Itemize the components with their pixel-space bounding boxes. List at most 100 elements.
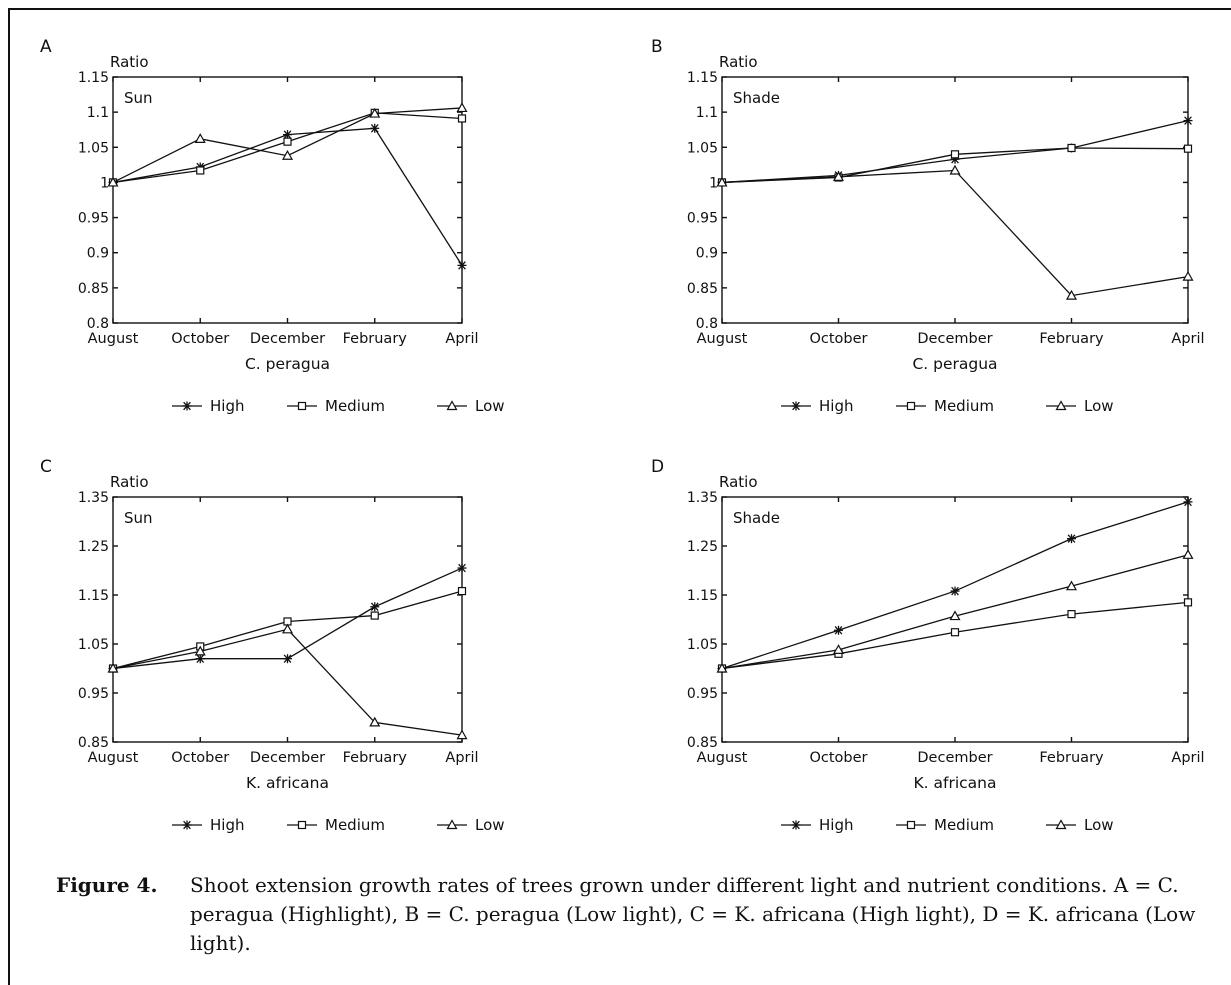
data-point-high xyxy=(370,123,380,133)
panel-letter: B xyxy=(651,37,663,57)
legend-label: High xyxy=(210,397,244,415)
legend-item-low: Low xyxy=(437,397,505,415)
condition-label: Sun xyxy=(124,89,153,107)
legend-label: Low xyxy=(475,816,505,834)
legend-label: Medium xyxy=(934,816,994,834)
data-point-low xyxy=(949,610,961,621)
data-point-low xyxy=(369,716,381,727)
plot-frame xyxy=(721,76,1189,324)
legend-item-medium: Medium xyxy=(287,397,385,415)
data-point-medium xyxy=(457,586,467,596)
data-point-high xyxy=(195,654,205,664)
legend-marker xyxy=(906,820,916,830)
data-point-high xyxy=(950,586,960,596)
data-point-medium xyxy=(950,150,960,159)
legend-marker xyxy=(1055,400,1067,411)
data-point-high xyxy=(283,654,292,664)
data-point-low xyxy=(716,176,728,187)
data-point-medium xyxy=(370,611,379,620)
legend-marker xyxy=(297,820,307,830)
caption-label: Figure 4. xyxy=(56,873,158,897)
y-tick-label: 1.1 xyxy=(696,105,718,121)
x-tick-label: February xyxy=(1039,331,1104,347)
legend-item-low: Low xyxy=(1046,816,1114,834)
figure-4-charts: A Ratio 0.8 0.85 0.9 0.95 1 1.05 1.1 1.15 August Oc… xyxy=(40,37,1205,834)
legend-marker xyxy=(182,820,192,830)
y-tick-label: 1.05 xyxy=(78,637,109,653)
y-tick-label: 0.9 xyxy=(87,246,109,262)
x-tick-label: October xyxy=(809,331,867,347)
legend-marker xyxy=(791,820,801,830)
legend-label: High xyxy=(819,397,853,415)
y-axis-label: Ratio xyxy=(719,53,758,71)
y-tick-label: 1.25 xyxy=(78,539,109,555)
data-point-high xyxy=(457,260,467,270)
panel-c: C Ratio 0.85 0.95 1.05 1.15 1.25 1.35 August Octo… xyxy=(40,457,505,834)
data-point-low xyxy=(369,107,381,118)
data-point-low xyxy=(107,662,119,673)
x-tick-label: February xyxy=(1039,750,1104,766)
series-line-medium xyxy=(112,112,463,184)
panel-b: B Ratio 0.8 0.85 0.9 0.95 1 1.05 1.1 1.15 August Oc… xyxy=(651,37,1205,415)
data-point-low xyxy=(949,164,961,175)
legend-marker xyxy=(446,400,458,411)
data-point-high xyxy=(834,625,843,635)
figure-frame xyxy=(8,8,1231,985)
y-tick-label: 1.15 xyxy=(687,588,718,604)
x-tick-label: August xyxy=(697,331,748,347)
legend-label: Medium xyxy=(934,397,994,415)
condition-label: Shade xyxy=(733,89,780,107)
data-point-medium xyxy=(1067,143,1076,153)
data-point-low xyxy=(194,645,206,656)
data-point-medium xyxy=(196,166,205,175)
legend-item-high: High xyxy=(781,816,853,834)
series-line-low xyxy=(721,169,1189,297)
data-point-low xyxy=(107,176,119,187)
x-tick-label: February xyxy=(343,750,408,766)
panel-letter: C xyxy=(40,457,52,477)
y-tick-label: 0.9 xyxy=(696,246,718,262)
legend-label: Medium xyxy=(325,397,385,415)
x-tick-label: August xyxy=(697,750,748,766)
y-tick-label: 0.95 xyxy=(687,686,718,702)
data-point-medium xyxy=(1183,144,1193,153)
data-point-low xyxy=(832,171,845,181)
data-point-low xyxy=(832,644,845,654)
legend-label: High xyxy=(819,816,853,834)
x-tick-label: April xyxy=(1171,331,1204,347)
y-tick-label: 1.05 xyxy=(687,637,718,653)
legend-marker xyxy=(182,401,192,411)
data-point-low xyxy=(1065,580,1078,591)
x-tick-label: December xyxy=(917,331,992,347)
x-tick-label: December xyxy=(250,750,325,766)
legend-item-medium: Medium xyxy=(896,397,994,415)
series-line-high xyxy=(721,501,1189,670)
x-tick-label: April xyxy=(1171,750,1204,766)
x-tick-label: December xyxy=(917,750,992,766)
y-tick-label: 1 xyxy=(709,175,718,191)
y-tick-label: 1.35 xyxy=(78,490,109,506)
caption-text: Shoot extension growth rates of trees gr… xyxy=(190,873,1196,955)
legend-item-low: Low xyxy=(1046,397,1114,415)
legend-marker xyxy=(297,401,307,411)
y-axis-label: Ratio xyxy=(110,53,149,71)
y-tick-label: 0.95 xyxy=(78,686,109,702)
data-point-high xyxy=(1067,534,1076,544)
x-axis-label: K. africana xyxy=(246,774,329,792)
plot-frame xyxy=(112,76,463,324)
x-tick-label: August xyxy=(88,750,139,766)
data-point-medium xyxy=(1183,598,1193,607)
series-line-low xyxy=(112,628,463,736)
legend-item-high: High xyxy=(172,397,244,415)
y-tick-label: 0.8 xyxy=(696,316,718,332)
data-point-low xyxy=(281,623,294,634)
y-tick-label: 1.15 xyxy=(78,588,109,604)
x-tick-label: April xyxy=(445,331,478,347)
legend-label: Low xyxy=(475,397,505,415)
data-point-medium xyxy=(1067,610,1076,619)
data-point-low xyxy=(281,149,294,160)
legend-marker xyxy=(446,819,458,830)
legend-marker xyxy=(1055,819,1067,830)
y-tick-label: 1 xyxy=(100,175,109,191)
panel-d: D Ratio 0.85 0.95 1.05 1.15 1.25 1.35 August Octo… xyxy=(651,457,1205,834)
